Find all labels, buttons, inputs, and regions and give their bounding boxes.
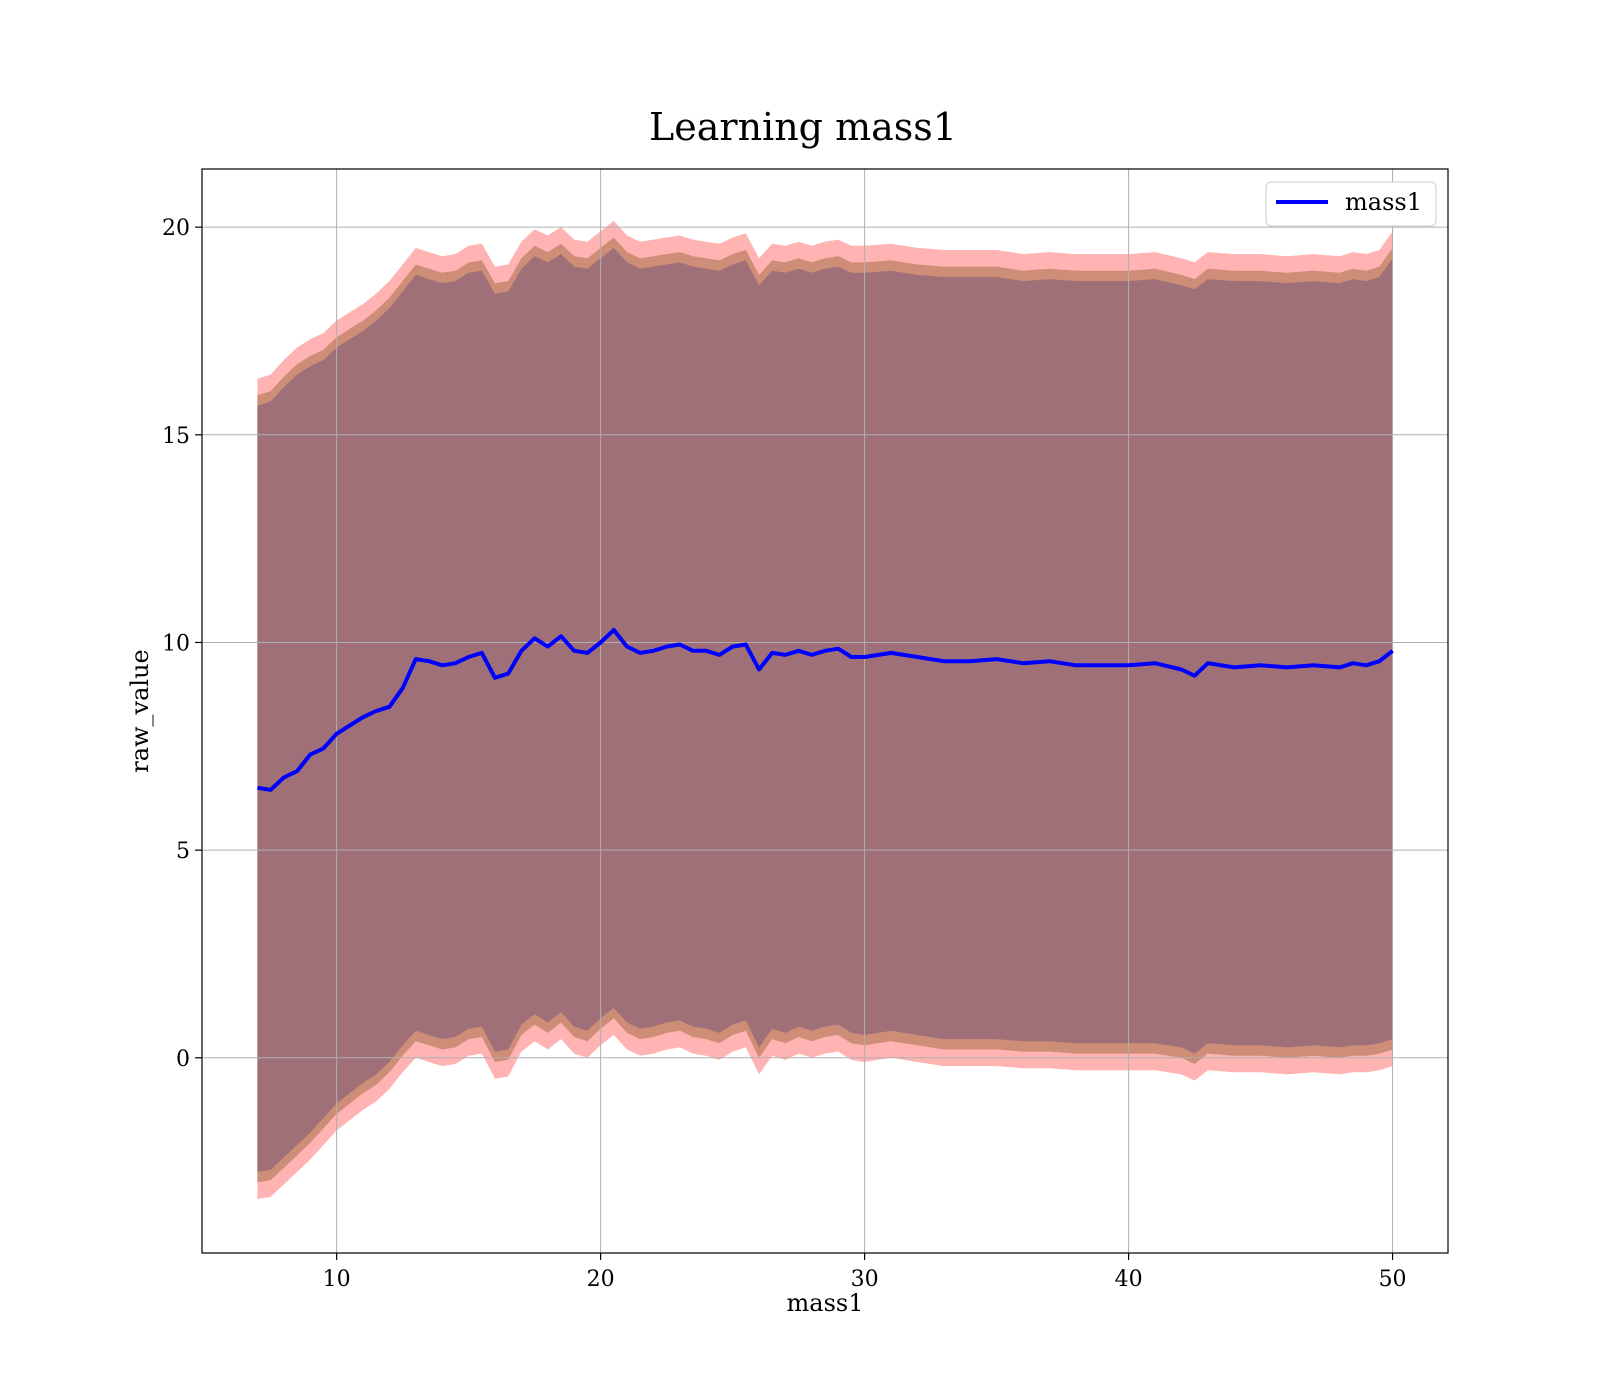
y-tick-label: 15 xyxy=(162,424,190,449)
grid xyxy=(202,169,1448,1253)
y-tick-label: 20 xyxy=(162,216,190,241)
series-lines xyxy=(257,628,1394,792)
y-axis-ticks: 0 5 10 15 20 xyxy=(162,216,202,1072)
plot-frame xyxy=(201,168,1449,1254)
y-tick-label: 10 xyxy=(162,631,190,656)
plot-area xyxy=(201,168,1449,1254)
legend-box xyxy=(1265,181,1437,227)
y-tick-label: 0 xyxy=(176,1047,190,1072)
x-axis-ticks: 10 20 30 40 50 xyxy=(323,1253,1407,1292)
legend: mass1 xyxy=(1265,181,1437,227)
x-tick-label: 30 xyxy=(851,1267,879,1292)
band-inner xyxy=(257,247,1393,1172)
x-tick-label: 20 xyxy=(587,1267,615,1292)
x-tick-label: 50 xyxy=(1379,1267,1407,1292)
chart-title: Learning mass1 xyxy=(649,105,957,149)
series-line-mass1 xyxy=(257,628,1394,792)
confidence-bands xyxy=(257,220,1393,1199)
y-tick-label: 5 xyxy=(176,839,190,864)
legend-entry-mass1: mass1 xyxy=(1345,188,1422,216)
y-axis-label: raw_value xyxy=(126,649,154,773)
x-tick-label: 10 xyxy=(323,1267,351,1292)
x-axis-label: mass1 xyxy=(787,1289,864,1317)
x-tick-label: 40 xyxy=(1115,1267,1143,1292)
